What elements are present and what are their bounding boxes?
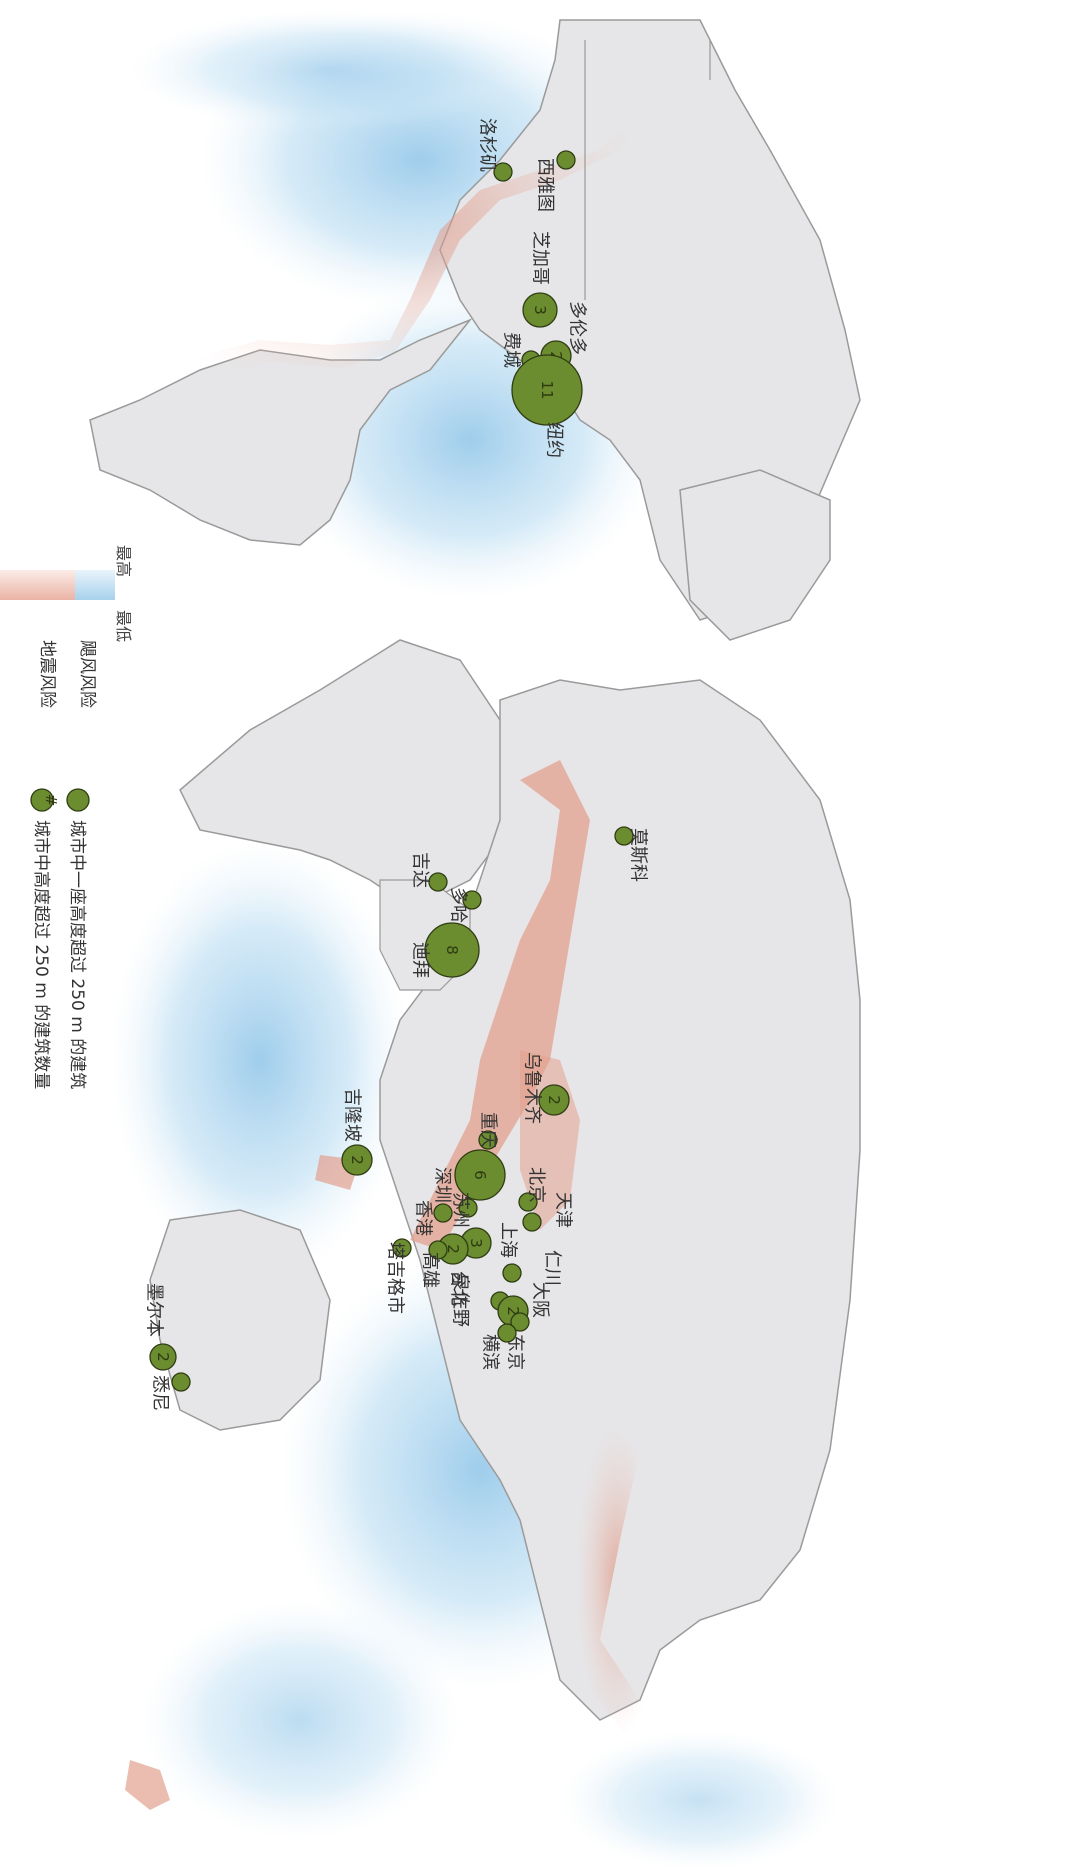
city-label: 多伦多	[567, 301, 588, 355]
city-marker	[497, 1323, 517, 1343]
legend: 最高 最低 飓风风险 地震风险 城市中一座高度超过 250 m 的建筑 # 城市…	[0, 545, 133, 1089]
city-label: 高雄	[420, 1252, 441, 1288]
city-marker	[493, 162, 513, 182]
legend-typhoon-risk: 飓风风险	[77, 640, 97, 708]
city-label: 北京	[526, 1167, 547, 1203]
city-label: 香港	[413, 1200, 434, 1236]
africa-land	[179, 639, 521, 901]
eurasia-land	[379, 679, 861, 1721]
city-marker	[424, 922, 480, 978]
legend-count-buildings: 城市中高度超过 250 m 的建筑数量	[31, 820, 51, 1089]
city-marker	[149, 1343, 177, 1371]
city-marker	[556, 150, 576, 170]
city-marker	[462, 890, 482, 910]
city-marker	[428, 1240, 448, 1260]
legend-single-building-symbol	[66, 788, 90, 812]
city-marker	[454, 1149, 506, 1201]
city-building-count: 2	[348, 1155, 366, 1165]
city-marker	[502, 1263, 522, 1283]
city-marker	[171, 1372, 191, 1392]
city-label: 吉达	[410, 852, 431, 888]
city-marker	[341, 1144, 373, 1176]
city-building-count: 3	[531, 305, 549, 315]
city-building-count: 2	[504, 1306, 522, 1316]
city-marker	[510, 1312, 530, 1332]
indian-ocean-typhoon-zone	[110, 840, 410, 1280]
city-label: 重庆	[478, 1112, 499, 1148]
city-label: 多哈	[448, 887, 469, 923]
city-label: 悉尼	[150, 1375, 171, 1411]
city-label: 乌鲁木齐	[522, 1052, 543, 1124]
city-label: 塔吉格市	[385, 1242, 406, 1314]
city-building-count: 2	[444, 1244, 462, 1254]
city-marker	[614, 826, 634, 846]
eastern-hemisphere-panel	[110, 639, 861, 1870]
city-marker	[511, 354, 583, 426]
city-marker	[538, 1084, 570, 1116]
city-marker	[433, 1203, 453, 1223]
city-label: 台北	[448, 1270, 469, 1306]
city-marker	[478, 1130, 498, 1150]
city-building-count: 6	[471, 1170, 489, 1180]
city-label: 芝加哥	[530, 231, 551, 285]
city-label: 仁川	[542, 1250, 563, 1286]
city-building-count: 8	[443, 945, 461, 955]
city-label: 西雅图	[535, 158, 556, 212]
legend-earthquake-risk: 地震风险	[37, 640, 57, 708]
earthquake-risk-gradient	[0, 570, 75, 600]
city-building-count: 2	[154, 1352, 172, 1362]
city-label: 墨尔本	[144, 1283, 165, 1337]
alpine-himalayan-quake-belt	[410, 760, 590, 1250]
legend-count-glyph: #	[42, 794, 60, 807]
city-label: 深圳	[432, 1167, 453, 1203]
city-label: 东京	[505, 1334, 526, 1370]
legend-single-building: 城市中一座高度超过 250 m 的建筑	[67, 820, 87, 1089]
city-label: 上海	[498, 1222, 519, 1258]
city-label: 洛杉矶	[477, 118, 498, 172]
city-label: 泉佐野	[450, 1273, 471, 1327]
city-label: 大阪	[530, 1282, 551, 1318]
city-marker	[522, 1212, 542, 1232]
city-label: 费城	[501, 332, 522, 368]
city-marker	[522, 292, 558, 328]
australia-land	[149, 1209, 331, 1431]
city-label: 横滨	[480, 1334, 501, 1370]
city-label: 莫斯科	[628, 828, 649, 882]
city-label: 迪拜	[410, 942, 431, 978]
city-label: 天津	[553, 1192, 574, 1228]
city-building-count: 2	[545, 1095, 563, 1105]
pacific-rim-quake-zone	[575, 1420, 660, 1740]
city-markers: 洛杉矶西雅图3芝加哥2多伦多费城11纽约莫斯科吉达多哈8迪拜2乌鲁木齐2吉隆坡重…	[144, 118, 649, 1411]
americas-panel	[89, 10, 861, 641]
city-building-count: 11	[538, 380, 556, 399]
city-marker	[392, 1238, 412, 1258]
legend-highest: 最高	[114, 545, 133, 577]
city-label: 吉隆坡	[342, 1088, 363, 1142]
city-marker	[458, 1198, 478, 1218]
legend-lowest: 最低	[114, 610, 133, 642]
greenland-land	[679, 469, 831, 641]
city-label: 纽约	[544, 422, 565, 458]
city-marker	[518, 1192, 538, 1212]
city-label: 苏州	[450, 1192, 471, 1228]
city-building-count: 3	[467, 1238, 485, 1248]
legend-count-symbol	[30, 788, 54, 812]
city-marker	[428, 872, 448, 892]
